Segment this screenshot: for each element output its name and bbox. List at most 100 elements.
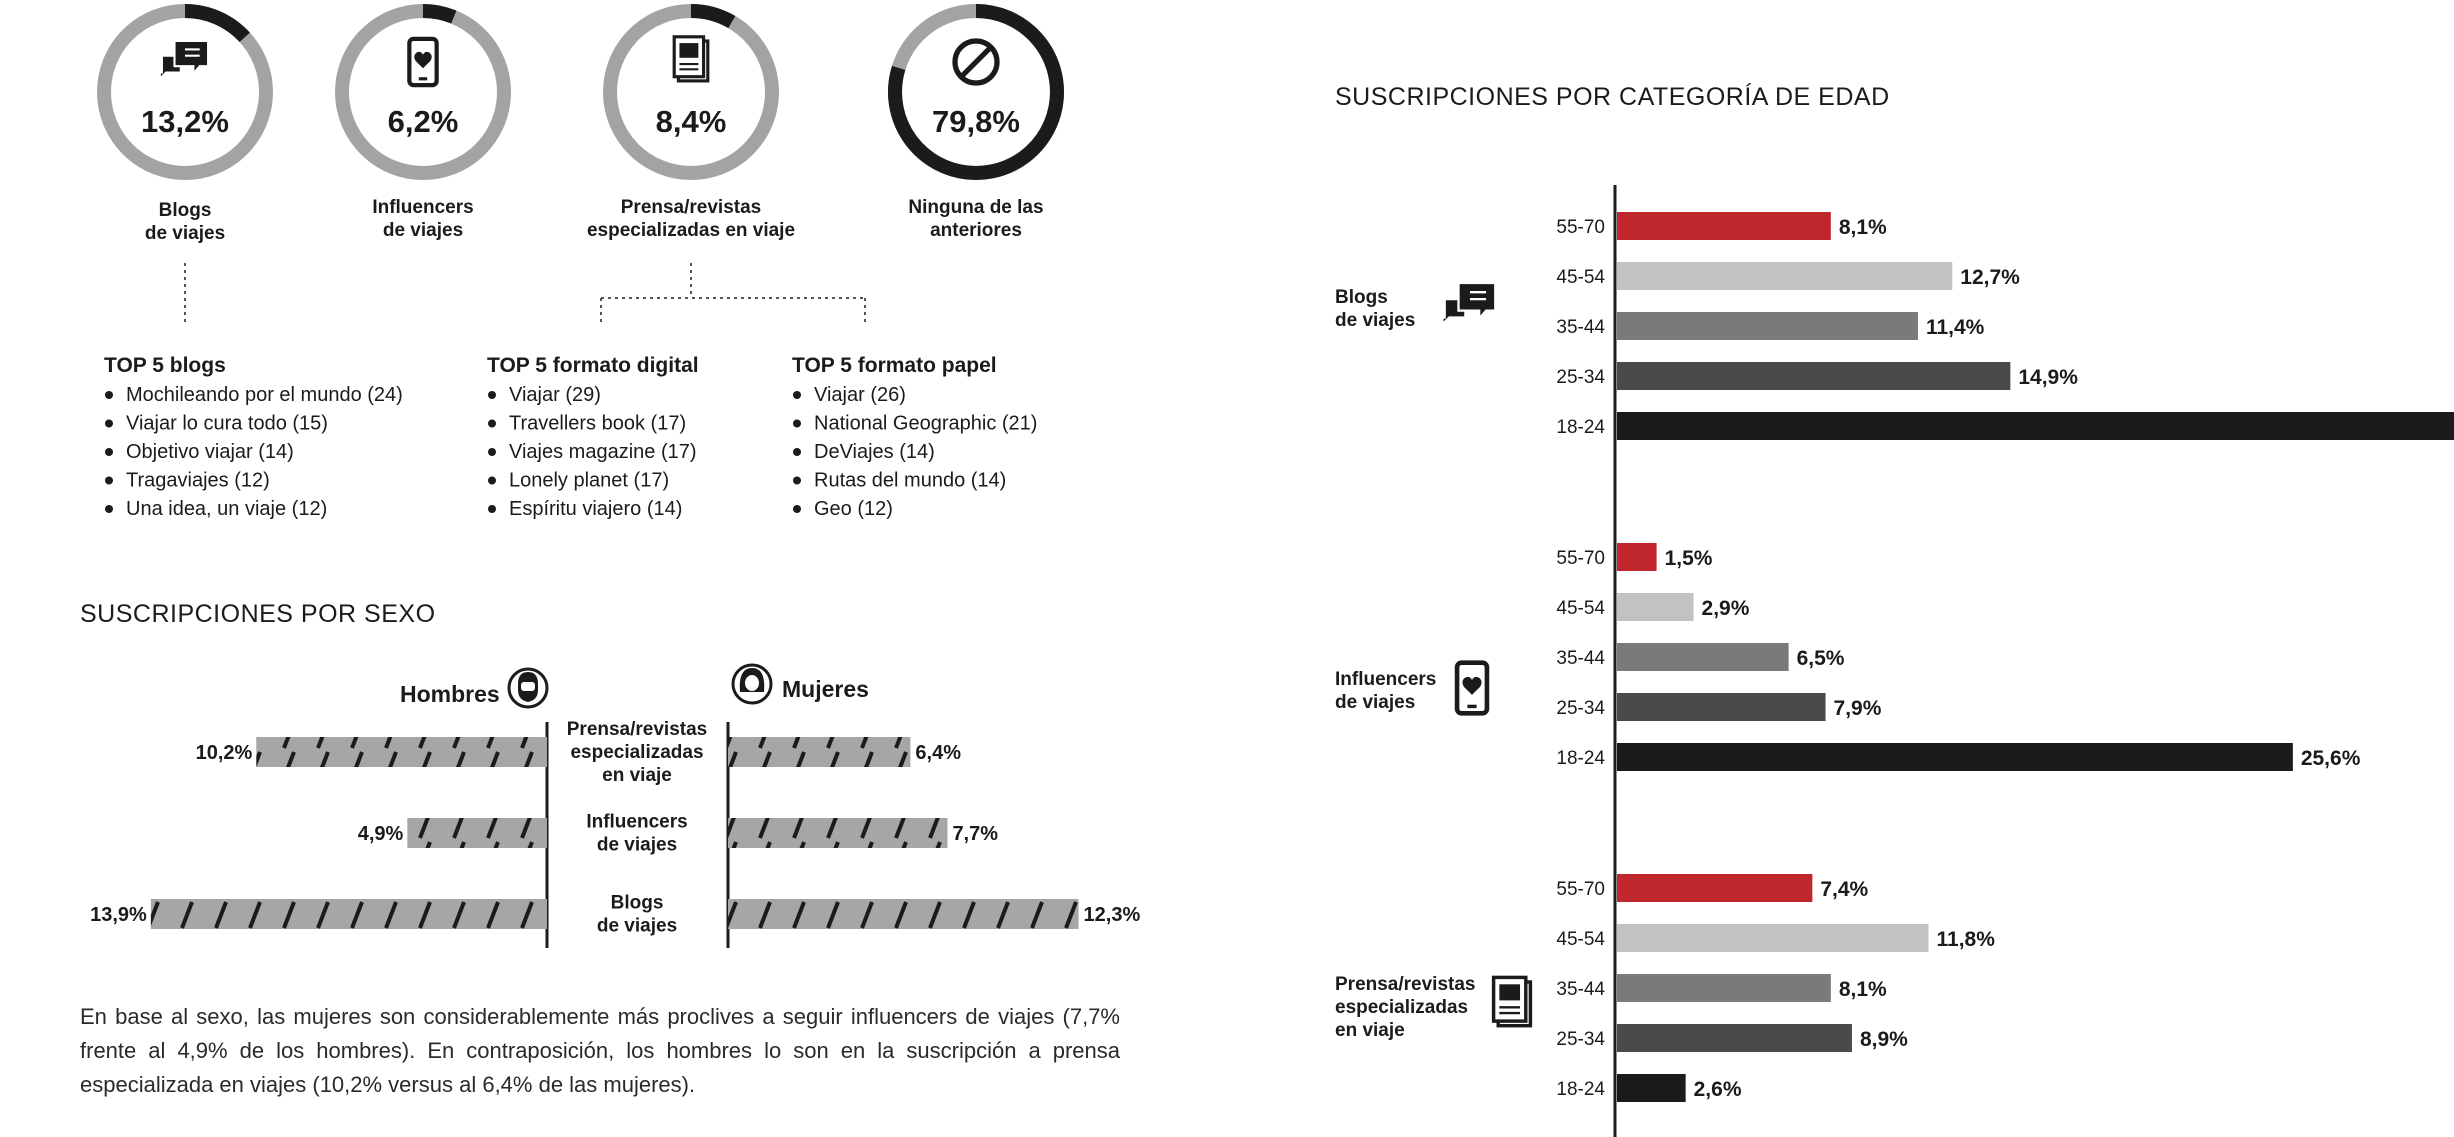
bullet [793,391,801,399]
top-list-item: National Geographic (21) [814,413,1037,435]
age-bar [1617,693,1826,721]
age-bar [1617,974,1831,1002]
age-group-label: 45-54 [1556,598,1605,619]
age-group-label: 35-44 [1556,317,1605,338]
bullet [793,448,801,456]
sex-category-label: Blogs [611,893,664,914]
bullet [488,419,496,428]
top-lists: TOP 5 blogs Mochileando por el mundo (24)… [104,354,1037,520]
age-value-label: 2,6% [1694,1078,1742,1101]
age-value-label: 2,9% [1702,597,1750,620]
age-value-label: 25,6% [2301,747,2361,770]
donut-category-label: especializadas en viaje [587,220,795,241]
age-group-label: 18-24 [1556,1079,1605,1100]
sex-category-label: Influencers [586,812,687,833]
bullet [105,419,113,428]
magazine-icon [1491,975,1533,1028]
women-header: Mujeres [731,663,869,705]
value-label-hombres: 13,9% [90,904,147,926]
bar-hombres [407,818,547,848]
women-label: Mujeres [782,676,869,702]
age-group-1: 55-70 1,5% 45-54 2,9% 35-44 6,5% 25-34 7,9% 18-2… [1335,543,2361,771]
age-group-category-label: Influencers [1335,669,1436,690]
sex-section-title: SUSCRIPCIONES POR SEXO [80,600,436,628]
age-bar [1617,362,2011,390]
age-group-category-label: Blogs [1335,287,1388,308]
bullet [793,476,801,485]
bullet [488,505,496,513]
chat-bubbles-icon [158,39,210,82]
top-list-2: TOP 5 formato papel Viajar (26) National G… [792,354,1037,520]
top-list-item: Viajar (26) [814,384,906,406]
chat-bubbles-icon [1441,281,1497,328]
age-group-label: 25-34 [1556,1029,1605,1050]
prohibited-icon [952,38,1000,86]
age-value-label: 8,1% [1839,978,1887,1001]
sex-category-label: en viaje [602,765,672,786]
age-group-category-label: Prensa/revistas [1335,974,1476,995]
top-list-item: Rutas del mundo (14) [814,470,1006,492]
donut-value-arc [184,4,250,43]
top-list-item: Viajar (29) [509,384,601,406]
donut-category-label: Ninguna de las [908,197,1043,218]
age-value-label: 6,5% [1797,647,1845,670]
value-label-mujeres: 6,4% [915,742,961,764]
age-group-category-label: de viajes [1335,310,1415,331]
top-list-title: TOP 5 blogs [104,354,226,377]
sex-category-label: especializadas [570,742,703,763]
age-value-label: 12,7% [1960,266,2020,289]
sex-category-label: Prensa/revistas [567,719,708,740]
sex-category-label: de viajes [597,835,677,856]
age-group-2: 55-70 7,4% 45-54 11,8% 35-44 8,1% 25-34 8,9% 18-… [1335,874,1995,1102]
donut-category-label: Blogs [159,200,212,221]
age-group-label: 35-44 [1556,648,1605,669]
top-list-title: TOP 5 formato digital [487,354,699,377]
age-value-label: 11,4% [1926,316,1985,339]
age-group-label: 25-34 [1556,367,1605,388]
age-bars: 55-70 8,1% 45-54 12,7% 35-44 11,4% 25-34 14,9% 1… [1335,212,2454,1102]
age-bar [1617,874,1813,902]
men-label: Hombres [400,681,500,707]
bar-mujeres [728,737,911,767]
donut-track [335,4,511,180]
top-list-item: Travellers book (17) [509,413,686,435]
top-list-item: Una idea, un viaje (12) [126,498,327,520]
age-group-label: 25-34 [1556,698,1605,719]
value-label-mujeres: 7,7% [952,823,998,845]
top-list-item: Viajar lo cura todo (15) [126,413,328,435]
donut-value-arc [422,4,457,24]
age-section-title: SUSCRIPCIONES POR CATEGORÍA DE EDAD [1335,82,1890,111]
bar-mujeres [728,818,948,848]
age-value-label: 8,9% [1860,1028,1908,1051]
age-value-label: 14,9% [2018,366,2078,389]
magazine-icon [672,35,710,83]
sex-category-label: de viajes [597,916,677,937]
top-list-item: Lonely planet (17) [509,470,669,492]
age-bar [1617,412,2454,440]
donut-value-label: 8,4% [656,104,727,139]
age-group-label: 55-70 [1556,548,1605,569]
top-list-item: Mochileando por el mundo (24) [126,384,403,406]
donut-category-label: anteriores [930,220,1022,241]
bullet [488,448,496,456]
donut-category-label: de viajes [145,223,225,244]
age-group-label: 45-54 [1556,267,1605,288]
age-bar [1617,1074,1686,1102]
age-group-label: 18-24 [1556,748,1605,769]
age-bar [1617,212,1831,240]
men-header: Hombres [400,667,549,709]
age-group-label: 55-70 [1556,879,1605,900]
top-list-item: Objetivo viajar (14) [126,441,294,463]
age-value-label: 7,4% [1820,878,1868,901]
bullet [105,391,113,399]
age-bar [1617,924,1929,952]
age-value-label: 1,5% [1665,547,1713,570]
age-bar [1617,643,1789,671]
age-group-label: 45-54 [1556,929,1605,950]
top-list-item: Tragaviajes (12) [126,470,270,492]
age-group-label: 35-44 [1556,979,1605,1000]
